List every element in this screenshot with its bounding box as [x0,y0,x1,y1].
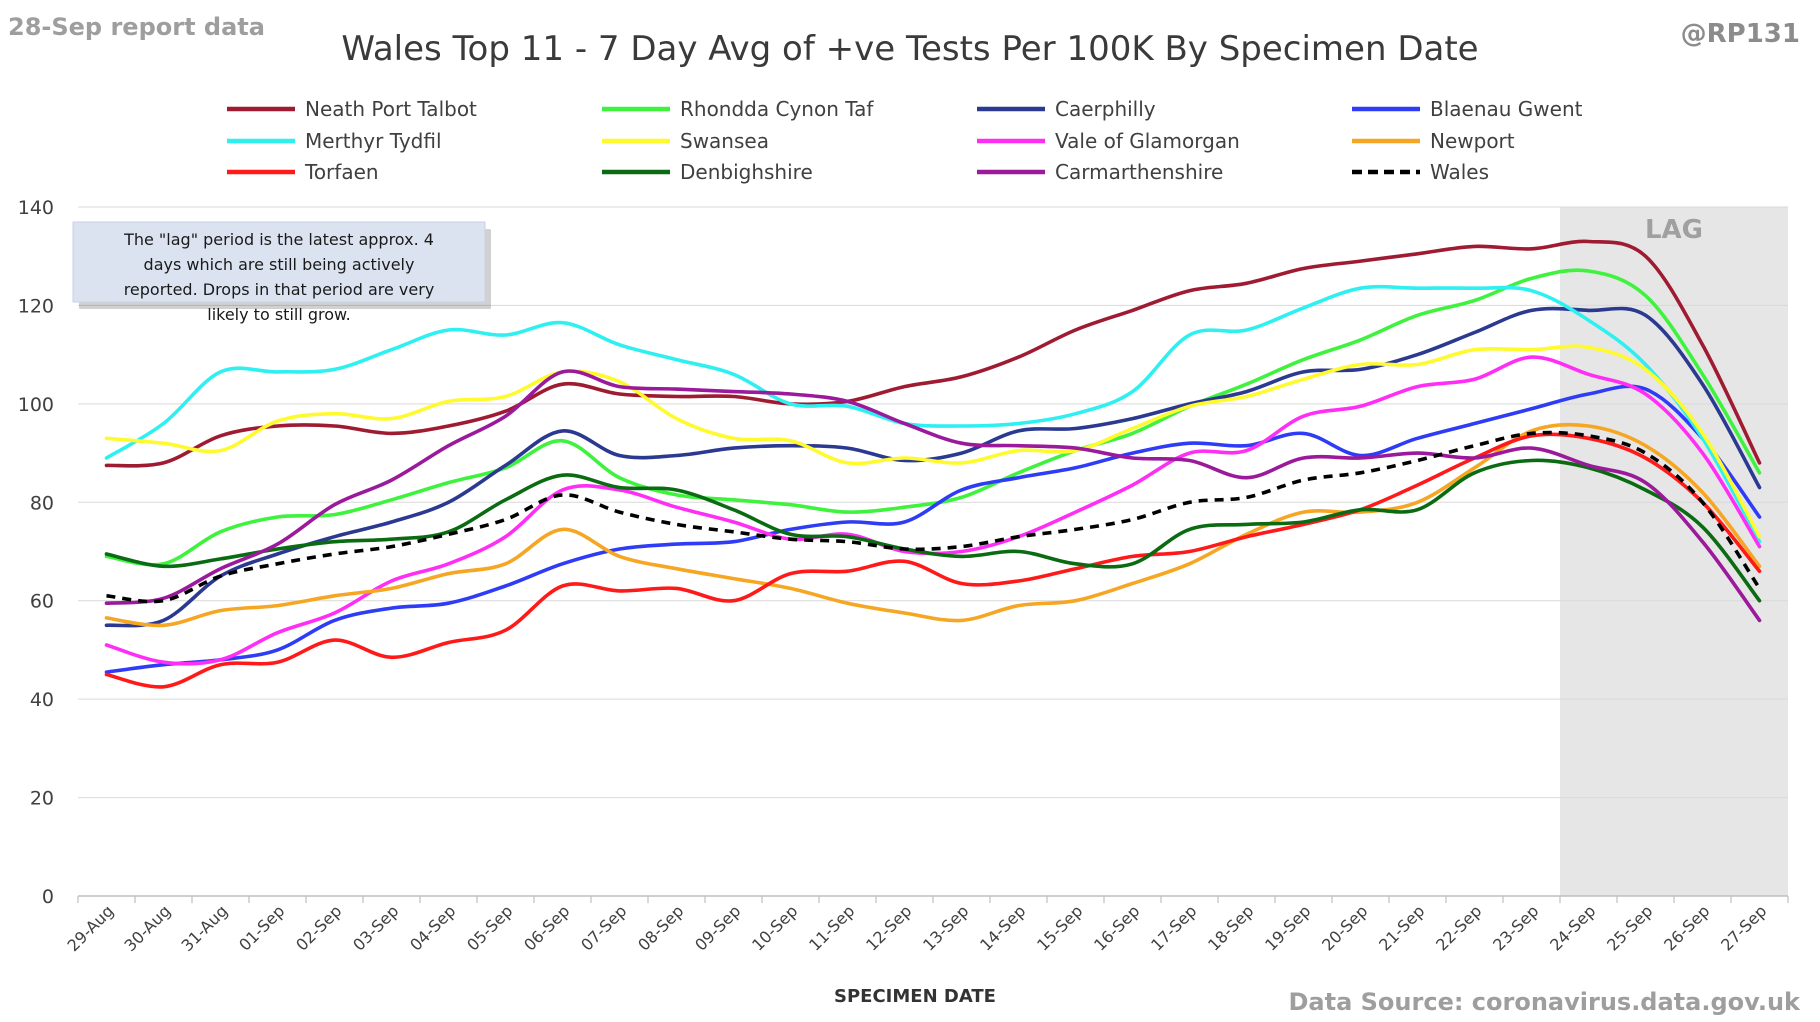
legend-label-wales: Wales [1430,160,1489,184]
x-axis-title: SPECIMEN DATE [834,986,996,1007]
series-line-merthyr-tydfil [104,284,1762,544]
series-line-vale-of-glamorgan [104,355,1762,666]
legend-label-neath-port-talbot: Neath Port Talbot [305,97,477,121]
y-tick-label: 60 [30,591,54,613]
report-label: 28-Sep report data [8,13,265,41]
series-line-torfaen [104,432,1762,689]
series-line-caerphilly [104,306,1762,628]
legend-label-merthyr-tydfil: Merthyr Tydfil [305,129,442,153]
y-tick-label: 40 [30,689,54,711]
legend-label-denbighshire: Denbighshire [680,160,813,184]
series-line-carmarthenshire [104,369,1762,623]
series-lines [104,239,1762,689]
series-line-wales [106,430,1761,604]
y-tick-label: 0 [42,886,54,908]
author-handle: @RP131 [1681,19,1800,49]
lag-annotation: The "lag" period is the latest approx. 4… [72,221,491,324]
series-line-blaenau-gwent [104,384,1762,674]
legend-label-caerphilly: Caerphilly [1055,97,1156,121]
source-label: Data Source: coronavirus.data.gov.uk [1289,988,1802,1016]
legend-label-carmarthenshire: Carmarthenshire [1055,160,1223,184]
annotation-line: likely to still grow. [207,305,350,324]
legend-label-torfaen: Torfaen [304,160,379,184]
y-tick-label: 120 [18,295,54,317]
legend: Neath Port Talbot Rhondda Cynon Taf Caerph… [227,97,1583,184]
series-line-swansea [104,344,1762,539]
gridlines [78,206,1788,799]
annotation-line: days which are still being actively [144,255,415,274]
legend-label-vale-of-glamorgan: Vale of Glamorgan [1055,129,1240,153]
y-tick-label: 100 [18,394,54,416]
y-tick-label: 80 [30,492,54,514]
y-tick-label: 20 [30,788,54,810]
annotation-text: The "lag" period is the latest approx. 4… [123,230,434,324]
series-line-neath-port-talbot [104,239,1762,468]
annotation-line: The "lag" period is the latest approx. 4 [123,230,434,249]
chart-title: Wales Top 11 - 7 Day Avg of +ve Tests Pe… [341,29,1478,69]
legend-label-blaenau-gwent: Blaenau Gwent [1430,97,1583,121]
legend-label-swansea: Swansea [680,129,769,153]
legend-label-rhondda-cynon-taf: Rhondda Cynon Taf [680,97,874,121]
y-tick-label: 140 [18,197,54,219]
lag-label: LAG [1645,215,1703,245]
legend-label-newport: Newport [1430,129,1515,153]
series-line-denbighshire [104,458,1762,603]
annotation-line: reported. Drops in that period are very [124,280,435,299]
annotation-box [72,221,486,303]
